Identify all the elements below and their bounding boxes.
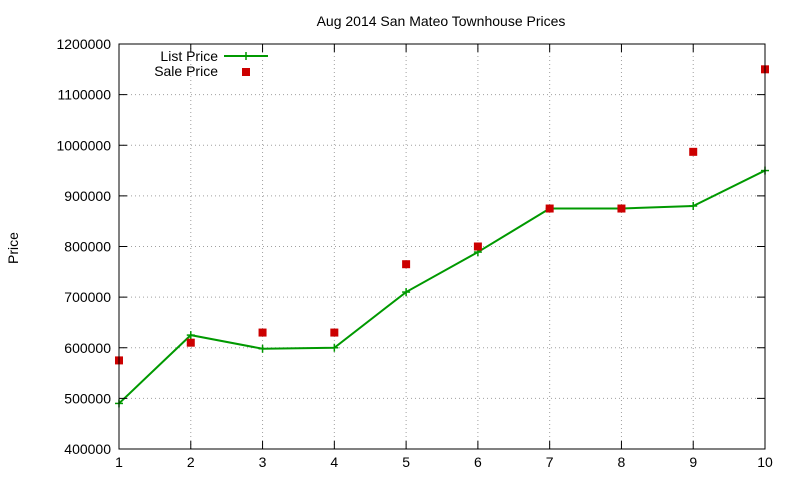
plot-area <box>115 65 769 408</box>
y-tick-label: 1100000 <box>58 87 112 103</box>
x-tick-label: 6 <box>474 454 482 470</box>
point-list-price <box>186 331 195 340</box>
x-tick-label: 7 <box>546 454 554 470</box>
legend-marker-sale-price <box>242 68 250 76</box>
y-tick-label: 400000 <box>64 441 111 457</box>
x-tick-label: 10 <box>757 454 773 470</box>
legend-label-sale-price: Sale Price <box>154 63 218 79</box>
x-tick-label: 8 <box>618 454 626 470</box>
y-axis-label: Price <box>5 232 21 264</box>
x-tick-label: 9 <box>689 454 697 470</box>
x-tick-label: 4 <box>330 454 338 470</box>
series-line-list-price <box>118 169 766 405</box>
point-list-price <box>330 343 339 352</box>
x-tick-label: 2 <box>187 454 195 470</box>
axis-ticks: 1 2 3 4 5 6 7 8 9 10 400000 500000 600000 700000 80000… <box>56 36 773 470</box>
y-tick-label: 1000000 <box>56 137 111 153</box>
x-tick-label: 1 <box>115 454 123 470</box>
chart-title: Aug 2014 San Mateo Townhouse Prices <box>317 13 566 29</box>
point-sale-price <box>330 328 339 337</box>
y-tick-label: 1200000 <box>56 36 111 52</box>
point-sale-price <box>473 242 482 251</box>
y-tick-label: 900000 <box>64 188 111 204</box>
y-tick-label: 700000 <box>64 289 111 305</box>
y-tick-label: 800000 <box>64 239 111 255</box>
point-list-price <box>689 202 698 210</box>
point-sale-price <box>545 204 554 213</box>
point-list-price <box>402 288 411 297</box>
y-tick-label: 600000 <box>64 340 111 356</box>
point-sale-price <box>186 338 195 347</box>
x-tick-label: 3 <box>259 454 267 470</box>
x-tick-label: 5 <box>402 454 410 470</box>
point-sale-price <box>617 204 626 213</box>
y-tick-label: 500000 <box>64 390 111 406</box>
point-list-price <box>258 344 267 353</box>
gridlines <box>119 44 765 449</box>
legend-marker-list-price <box>242 52 250 60</box>
point-sale-price <box>689 147 698 156</box>
legend-label-list-price: List Price <box>160 48 218 64</box>
point-sale-price <box>402 260 411 269</box>
point-sale-price <box>258 328 267 337</box>
